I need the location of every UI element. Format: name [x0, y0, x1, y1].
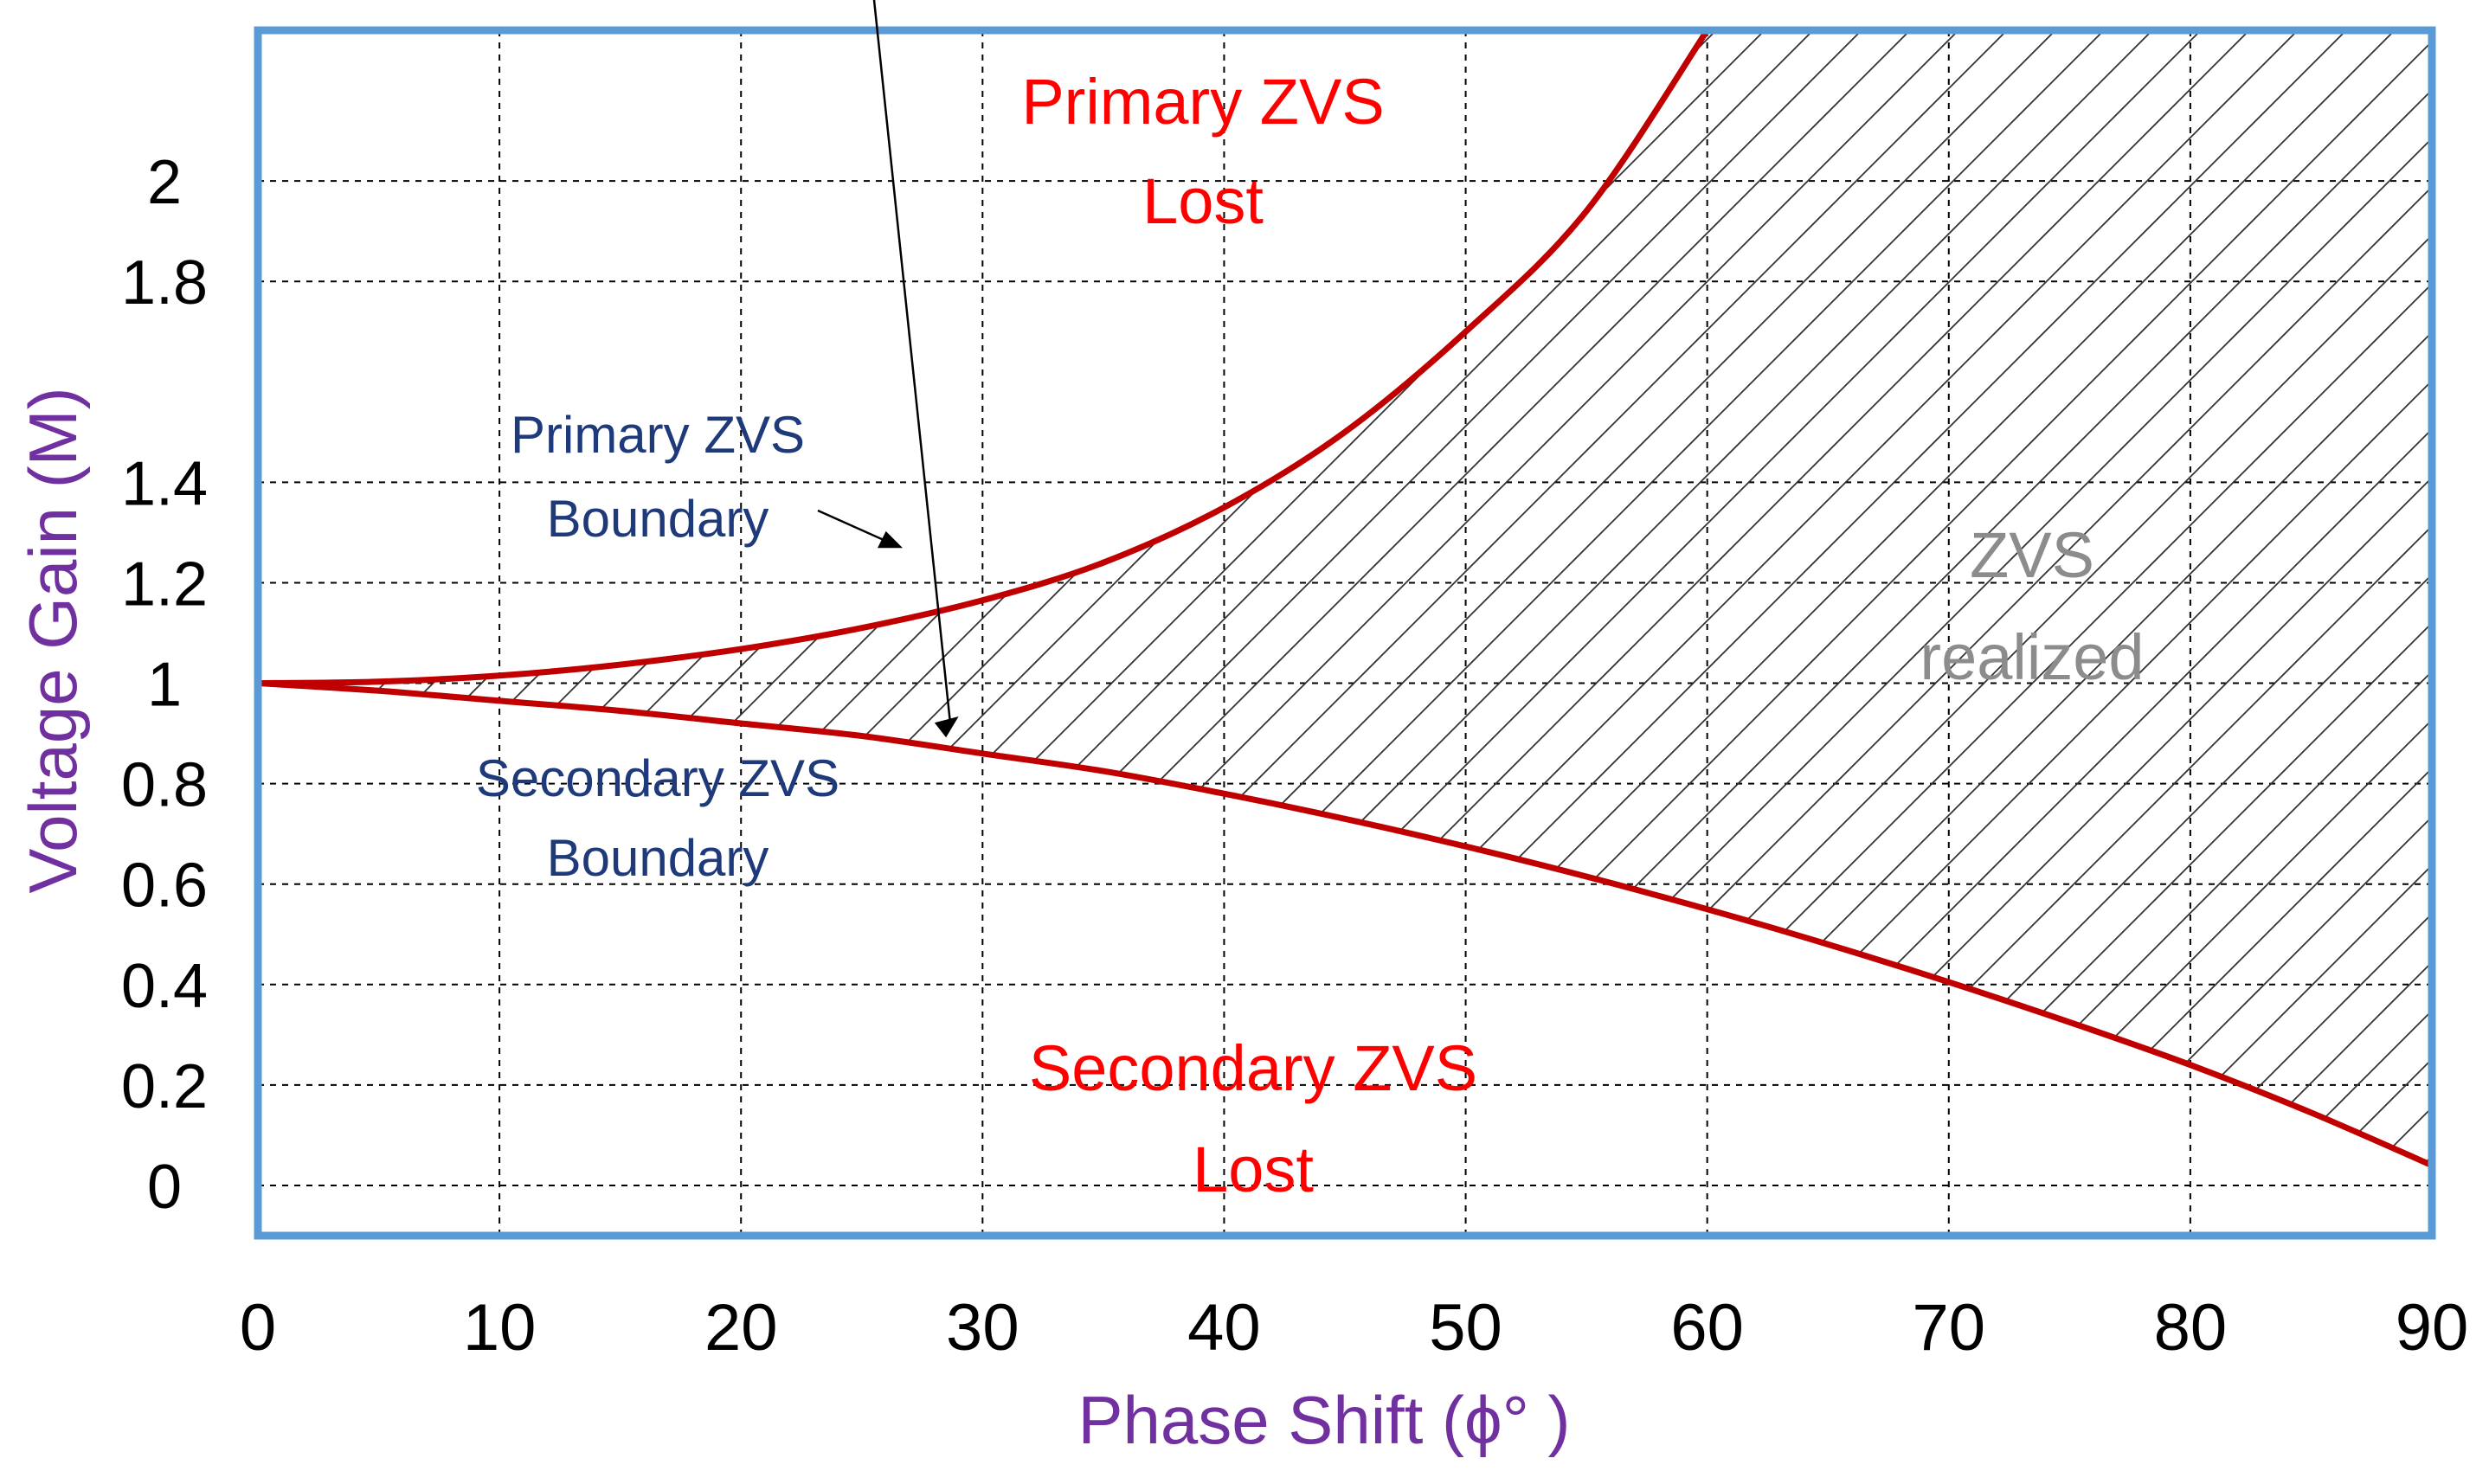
y-tick-label: 0.2: [121, 1052, 208, 1121]
hatch-line: [2158, 30, 2432, 1166]
primary-boundary-label-line1: Primary ZVS: [511, 406, 805, 464]
x-tick-label: 10: [463, 1291, 537, 1365]
x-tick-label: 90: [2396, 1291, 2469, 1365]
primary-boundary-arrow: [817, 509, 904, 549]
hatch-line: [258, 30, 796, 1166]
y-tick-label: 1: [147, 651, 182, 720]
x-tick-label: 50: [1429, 1291, 1502, 1365]
hatch-line: [2303, 30, 2432, 1166]
primary-lost-label-line2: Lost: [1142, 165, 1264, 237]
hatch-line: [2012, 30, 2432, 1166]
primary-zvs-boundary-curve: [258, 30, 1711, 686]
secondary-lost-label-line1: Secondary ZVS: [1029, 1032, 1477, 1104]
y-axis-ticks: 0 0.2 0.4 0.6 0.8 1 1.2 1.4 1.8 2: [121, 148, 208, 1222]
primary-boundary-label-line2: Boundary: [547, 490, 769, 548]
hatch-line: [2400, 30, 2432, 1166]
y-tick-label: 0.6: [121, 851, 208, 921]
plot-frame: [254, 26, 2436, 1240]
x-tick-label: 0: [240, 1291, 276, 1365]
y-tick-label: 1.2: [121, 549, 208, 619]
x-tick-label: 20: [704, 1291, 778, 1365]
y-tick-label: 0.8: [121, 751, 208, 820]
secondary-boundary-label-line2: Boundary: [547, 829, 769, 887]
y-axis-title: Voltage Gain (M): [15, 387, 91, 893]
hatch-line: [258, 30, 748, 1166]
hatch-line: [1964, 30, 2432, 1166]
secondary-zvs-boundary-curve: [258, 680, 2432, 1169]
y-tick-label: 0: [147, 1153, 182, 1222]
zvs-realized-label-line1: ZVS: [1970, 519, 2094, 591]
x-axis-ticks: 0 10 20 30 40 50 60 70 80 90: [240, 1291, 2468, 1365]
x-tick-label: 40: [1187, 1291, 1261, 1365]
hatch-line: [2206, 30, 2432, 1166]
x-tick-label: 80: [2154, 1291, 2228, 1365]
hatch-line: [2449, 30, 2489, 1236]
x-tick-label: 60: [1670, 1291, 1744, 1365]
y-tick-label: 1.8: [121, 248, 208, 318]
secondary-lost-label-line2: Lost: [1193, 1134, 1314, 1205]
hatch-line: [258, 30, 651, 1166]
secondary-boundary-arrow: [872, 0, 959, 738]
hatch-line: [1915, 30, 2432, 1166]
series: [258, 30, 2432, 1169]
zvs-realized-label-line2: realized: [1920, 621, 2144, 693]
primary-lost-label-line1: Primary ZVS: [1021, 66, 1384, 138]
hatch-line: [1334, 30, 2432, 1166]
hatch-line: [258, 30, 699, 1166]
hatch-line: [2061, 30, 2432, 1166]
y-tick-label: 2: [147, 148, 182, 217]
y-tick-label: 0.4: [121, 952, 208, 1021]
x-axis-title: Phase Shift (ϕ° ): [1077, 1382, 1570, 1458]
x-tick-label: 70: [1913, 1291, 1986, 1365]
y-tick-label: 1.4: [121, 449, 208, 518]
secondary-boundary-label-line1: Secondary ZVS: [476, 749, 839, 807]
hatch-line: [2109, 30, 2432, 1166]
x-tick-label: 30: [946, 1291, 1019, 1365]
